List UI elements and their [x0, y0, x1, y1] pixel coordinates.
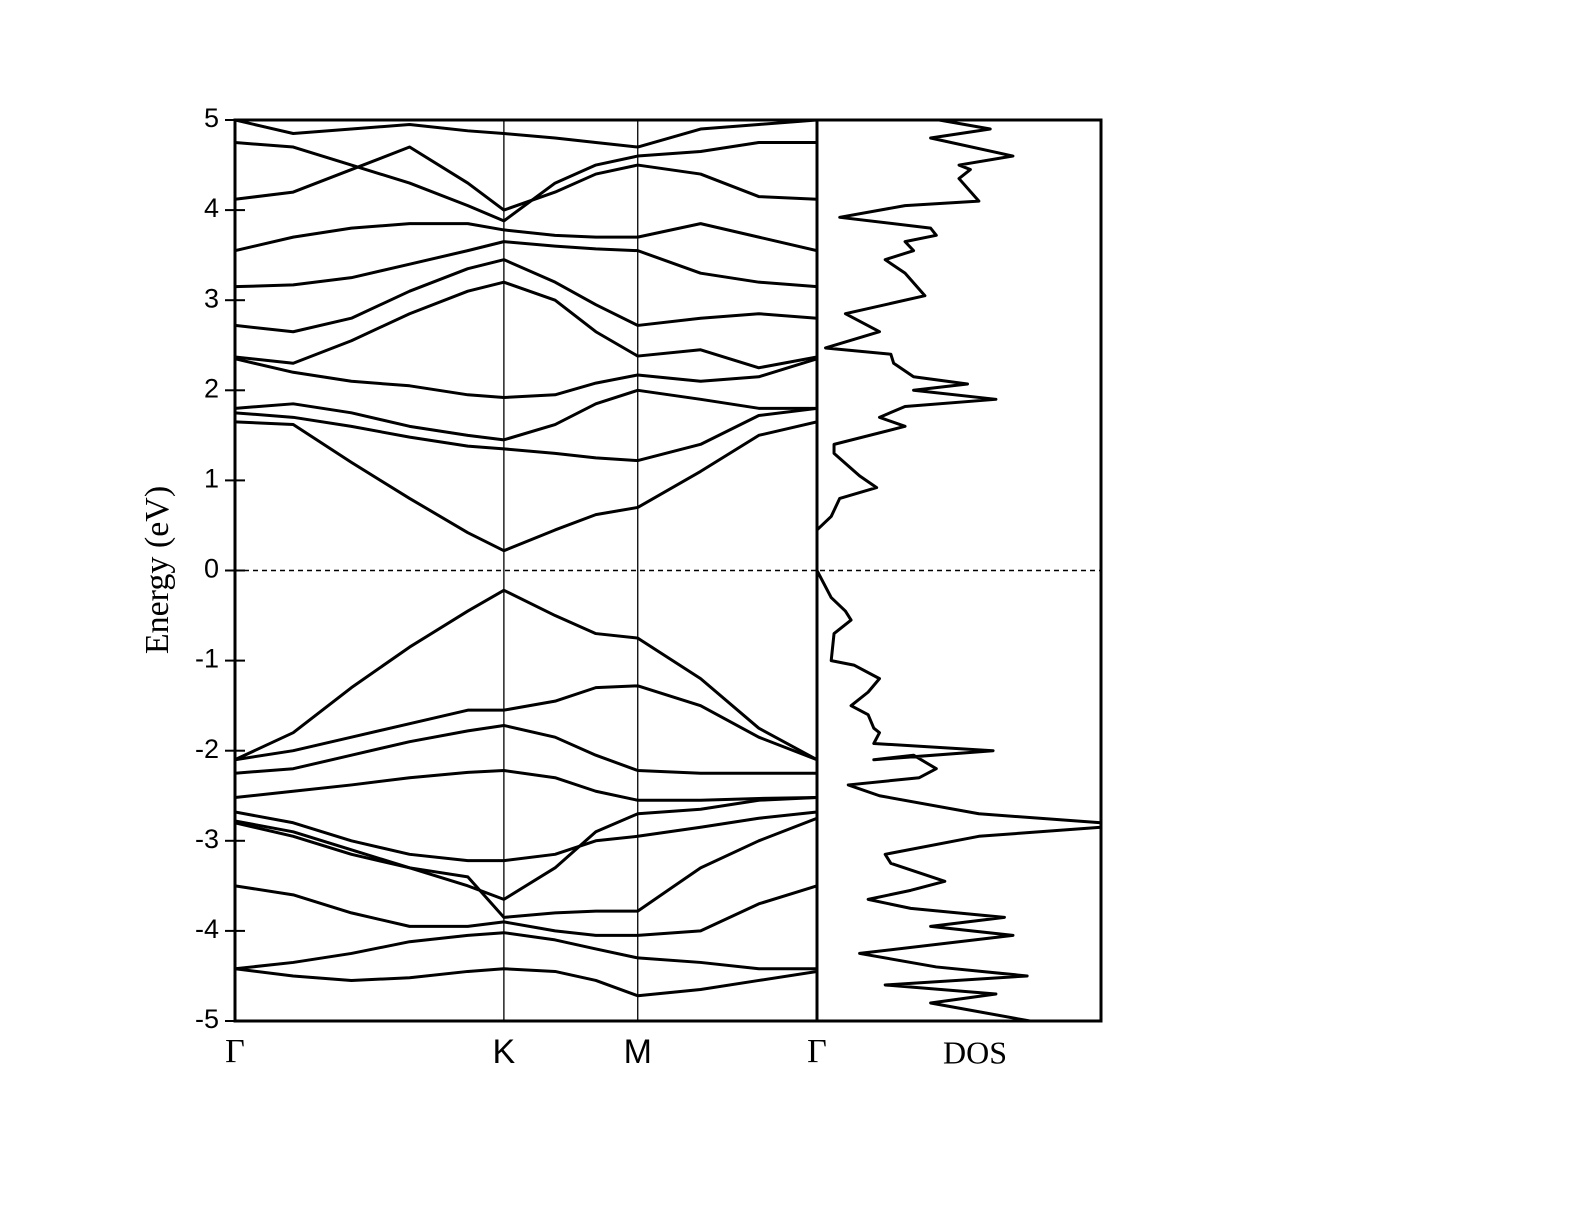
- band: [235, 931, 817, 971]
- y-tick-label: 0: [204, 554, 219, 584]
- y-tick-label: -4: [195, 914, 219, 944]
- y-tick-label: 5: [204, 103, 219, 133]
- band: [235, 723, 817, 775]
- band: [235, 240, 817, 289]
- y-tick-label: 2: [204, 373, 219, 403]
- band: [235, 222, 817, 253]
- band: [235, 141, 817, 223]
- band: [235, 684, 817, 762]
- band: [235, 967, 817, 998]
- band: [235, 258, 817, 334]
- y-tick-label: -1: [195, 644, 219, 674]
- band: [235, 406, 817, 463]
- band: [235, 816, 817, 919]
- band: [235, 280, 817, 370]
- y-tick-label: 4: [204, 193, 219, 223]
- band: [235, 769, 817, 802]
- y-axis-label: Energy (eV): [139, 486, 176, 654]
- band: [235, 388, 817, 442]
- y-tick-label: 1: [204, 464, 219, 494]
- x-tick-label: M: [624, 1033, 652, 1071]
- band: [235, 588, 817, 762]
- band: [235, 357, 817, 400]
- x-tick-label: Γ: [807, 1033, 827, 1070]
- x-tick-label: Γ: [225, 1033, 245, 1070]
- band: [235, 420, 817, 553]
- band: [235, 796, 817, 901]
- band: [235, 884, 817, 937]
- y-tick-label: -5: [195, 1004, 219, 1034]
- band: [235, 120, 817, 149]
- x-axis-label: DOS: [943, 1034, 1007, 1070]
- frame: [233, 118, 1103, 1023]
- x-tick-label: K: [493, 1033, 516, 1071]
- band: [235, 810, 817, 863]
- y-tick-label: -3: [195, 824, 219, 854]
- y-tick-label: -2: [195, 734, 219, 764]
- dos-curve: [815, 118, 1103, 1023]
- y-tick-label: 3: [204, 283, 219, 313]
